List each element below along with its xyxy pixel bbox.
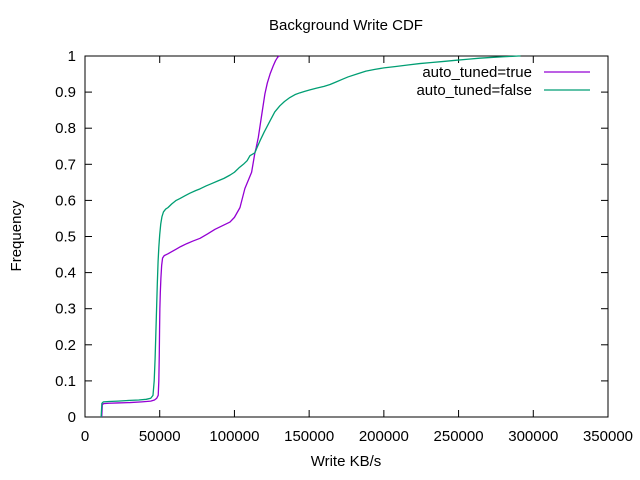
y-tick-label: 0 — [68, 409, 76, 426]
chart-title: Background Write CDF — [269, 17, 423, 34]
plot-border — [84, 55, 609, 418]
y-axis-label: Frequency — [8, 200, 25, 271]
x-tick-label: 300000 — [508, 428, 558, 445]
x-tick-label: 350000 — [583, 428, 633, 445]
curve-auto-tuned-false — [100, 55, 521, 418]
plot-area: 0 50000 100000 150000 200000 250000 300000 3500… — [55, 48, 633, 445]
x-tick-label: 150000 — [284, 428, 334, 445]
y-tick-label: 0.7 — [55, 156, 76, 173]
x-tick-label: 100000 — [209, 428, 259, 445]
y-tick-label: 0.3 — [55, 301, 76, 318]
y-tick-label: 0.2 — [55, 337, 76, 354]
legend-label-auto-tuned-true: auto_tuned=true — [422, 64, 532, 81]
y-tick-label: 0.4 — [55, 265, 76, 282]
y-tick-label: 0.9 — [55, 84, 76, 101]
x-tick-label: 250000 — [434, 428, 484, 445]
y-tick-label: 0.1 — [55, 373, 76, 390]
legend-label-auto-tuned-false: auto_tuned=false — [416, 82, 532, 99]
curve-auto-tuned-true — [101, 55, 280, 418]
y-tick-label: 1 — [68, 48, 76, 65]
x-tick-label: 50000 — [139, 428, 181, 445]
x-axis-label: Write KB/s — [311, 453, 382, 470]
y-tick-label: 0.6 — [55, 192, 76, 209]
y-tick-label: 0.8 — [55, 120, 76, 137]
x-tick-label: 0 — [81, 428, 89, 445]
x-tick-label: 200000 — [359, 428, 409, 445]
y-tick-label: 0.5 — [55, 229, 76, 246]
